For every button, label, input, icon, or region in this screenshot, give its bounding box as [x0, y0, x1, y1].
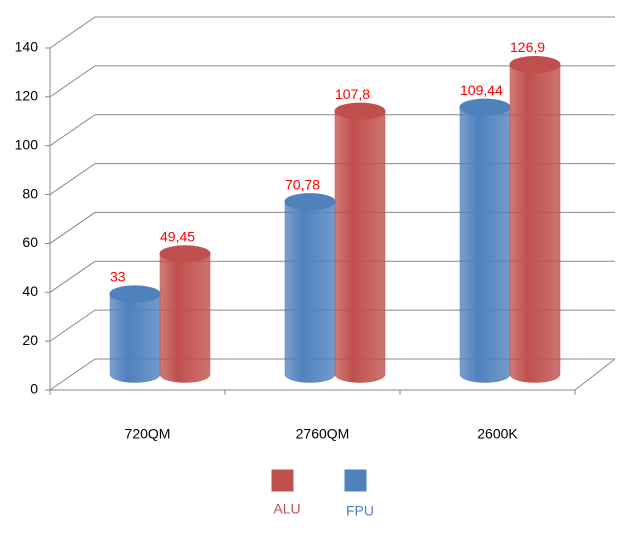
bar-top	[159, 245, 211, 263]
bar-group	[284, 193, 336, 383]
value-label: 49,45	[160, 228, 195, 244]
value-label: 33	[110, 269, 126, 285]
grid-line	[49, 16, 615, 49]
bar-group	[334, 102, 386, 383]
y-tick-label: 140	[15, 39, 39, 55]
bar-group	[509, 56, 561, 383]
bar-group	[459, 98, 511, 383]
value-label: 70,78	[285, 176, 320, 192]
value-label: 109,44	[460, 82, 503, 98]
bar	[334, 110, 386, 383]
bar	[109, 293, 161, 383]
y-tick-label: 40	[22, 283, 38, 299]
x-tick-label: 2600K	[477, 426, 518, 442]
bar-top	[459, 98, 511, 116]
grid-line	[49, 211, 615, 244]
bar-top	[109, 285, 161, 303]
y-tick-label: 80	[22, 185, 38, 201]
legend-label: FPU	[346, 503, 374, 519]
bar-top	[509, 56, 561, 74]
legend-swatch	[271, 469, 294, 492]
bar	[284, 201, 336, 383]
legend-swatch	[344, 469, 367, 492]
legend-label: ALU	[273, 501, 300, 517]
bar-group	[159, 245, 211, 383]
bar	[159, 253, 211, 383]
bar	[459, 106, 511, 383]
bar-group	[109, 285, 161, 383]
x-tick-label: 2760QM	[296, 426, 350, 442]
grid-line	[49, 309, 615, 342]
value-label: 126,9	[510, 39, 545, 55]
y-tick-label: 60	[22, 234, 38, 250]
bar	[509, 64, 561, 383]
y-tick-label: 0	[30, 381, 38, 397]
y-tick-label: 120	[15, 88, 39, 104]
value-label: 107,8	[335, 86, 370, 102]
y-tick-label: 100	[15, 136, 39, 152]
bar-top	[284, 193, 336, 211]
grid-line	[49, 358, 615, 391]
x-tick-label: 720QM	[125, 426, 171, 442]
y-tick-label: 20	[22, 332, 38, 348]
grid-line	[49, 260, 615, 293]
grid-line	[49, 114, 615, 147]
grid-line	[49, 65, 615, 98]
bar-top	[334, 102, 386, 120]
grid-line	[49, 163, 615, 195]
